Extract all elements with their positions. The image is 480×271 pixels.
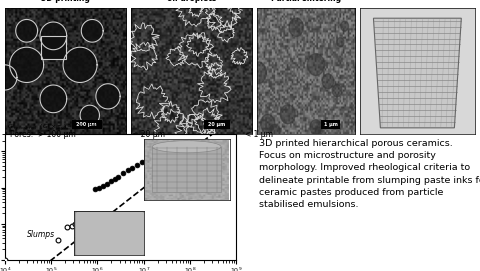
Point — [75, 220, 83, 225]
Polygon shape — [322, 74, 334, 89]
Polygon shape — [40, 85, 67, 113]
Polygon shape — [96, 84, 120, 109]
Polygon shape — [289, 18, 303, 37]
Point — [165, 149, 173, 154]
Point — [63, 225, 71, 230]
Polygon shape — [341, 21, 348, 31]
Point — [1, 258, 9, 262]
Polygon shape — [269, 124, 280, 139]
Point — [54, 238, 62, 243]
Point — [96, 186, 103, 190]
Point — [71, 222, 78, 226]
Point — [68, 223, 76, 228]
Polygon shape — [16, 20, 37, 42]
Polygon shape — [250, 62, 266, 84]
Point — [111, 177, 119, 182]
Point — [144, 157, 151, 162]
Point — [108, 179, 115, 183]
Text: Partial sintering: Partial sintering — [271, 0, 341, 3]
Polygon shape — [310, 120, 322, 134]
Point — [119, 171, 127, 175]
Text: 200 μm: 200 μm — [76, 122, 97, 127]
Point — [158, 151, 166, 155]
Point — [99, 184, 107, 188]
Polygon shape — [0, 65, 17, 90]
Polygon shape — [41, 36, 65, 59]
Text: 3D printed hierarchical porous ceramics.
Focus on microstructure and porosity
mo: 3D printed hierarchical porous ceramics.… — [259, 139, 480, 209]
Text: 1 μm: 1 μm — [324, 122, 337, 127]
Point — [133, 163, 141, 167]
Text: Particle-stabilized
oil droplets: Particle-stabilized oil droplets — [152, 0, 231, 3]
Bar — [321, 120, 340, 129]
Text: < 1 μm: < 1 μm — [245, 130, 273, 139]
Text: ~ 20 μm: ~ 20 μm — [132, 130, 165, 139]
Polygon shape — [40, 22, 67, 50]
Point — [124, 168, 132, 173]
Text: 20 μm: 20 μm — [208, 122, 226, 127]
Text: $G'_{\rm recovered}$  $(G' \times \tau_y) \approx 6 \times 10^{10}$: $G'_{\rm recovered}$ $(G' \times \tau_y)… — [7, 121, 100, 133]
Polygon shape — [337, 38, 344, 47]
Polygon shape — [81, 20, 103, 42]
Polygon shape — [261, 114, 275, 133]
Polygon shape — [307, 54, 324, 76]
Polygon shape — [332, 85, 342, 97]
Point — [114, 175, 122, 179]
Text: Pores:  > 100 μm: Pores: > 100 μm — [10, 130, 75, 139]
Point — [154, 153, 162, 157]
Polygon shape — [80, 105, 99, 125]
Point — [103, 181, 111, 186]
Point — [92, 187, 99, 192]
Polygon shape — [10, 47, 44, 82]
Polygon shape — [280, 105, 295, 124]
Text: Printable: Printable — [158, 142, 192, 151]
Point — [138, 160, 145, 164]
Bar — [204, 120, 230, 129]
Polygon shape — [373, 18, 461, 128]
Point — [148, 155, 156, 159]
Polygon shape — [63, 47, 97, 82]
Point — [128, 166, 136, 170]
Point — [78, 219, 85, 223]
Polygon shape — [315, 127, 323, 136]
Bar — [72, 120, 102, 129]
Text: 3D printing: 3D printing — [41, 0, 90, 3]
Text: Slumps: Slumps — [27, 230, 55, 239]
